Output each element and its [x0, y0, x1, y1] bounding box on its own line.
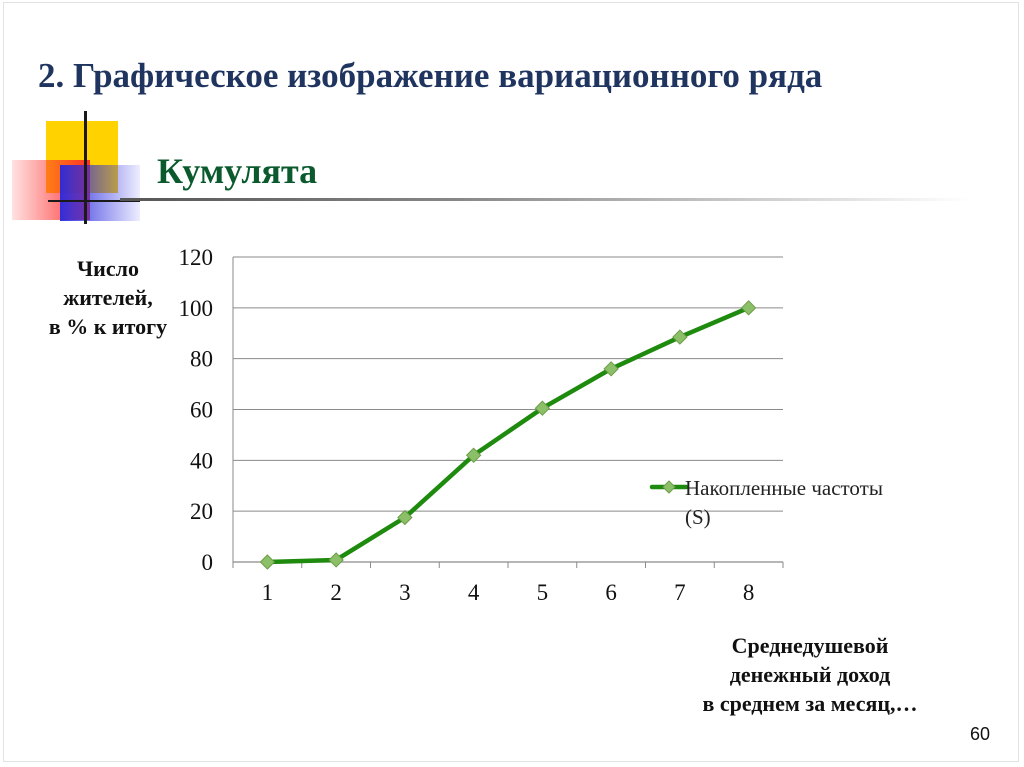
legend-marker: [662, 480, 676, 494]
y-axis-label-line: Число: [77, 256, 139, 281]
x-axis-label-line: денежный доход: [729, 662, 891, 687]
y-axis-label: Число жителей, в % к итогу: [28, 254, 188, 341]
y-axis-label-line: жителей,: [63, 285, 153, 310]
x-tick-label: 4: [468, 580, 480, 605]
legend-label: Накопленные частоты: [685, 476, 883, 500]
data-point-marker: [603, 361, 619, 377]
x-tick-label: 8: [743, 580, 755, 605]
data-point-marker: [259, 554, 276, 570]
data-point-marker: [328, 552, 344, 568]
decor-blue-square: [60, 165, 140, 221]
data-point-marker: [740, 300, 757, 316]
x-tick-label: 3: [399, 580, 411, 605]
x-tick-label: 7: [674, 580, 686, 605]
slide-title: 2. Графическое изображение вариационного…: [38, 56, 823, 95]
y-tick-label: 40: [190, 448, 213, 473]
slide-frame: [3, 2, 1019, 762]
decor-horizontal-line: [48, 200, 140, 202]
y-axis-label-line: в % к итогу: [48, 314, 168, 339]
data-point-marker: [672, 329, 688, 345]
y-tick-label: 120: [179, 245, 214, 270]
y-tick-label: 60: [190, 398, 213, 423]
y-tick-label: 80: [190, 347, 213, 372]
x-axis-label-line: Среднедушевой: [731, 633, 889, 658]
y-tick-label: 100: [179, 296, 214, 321]
data-point-marker: [465, 447, 482, 463]
subtitle-underline: [120, 198, 970, 201]
series-line: [265, 305, 751, 565]
x-axis-label-line: в среднем за месяц,…: [702, 691, 918, 716]
x-tick-label: 5: [537, 580, 549, 605]
x-tick-label: 1: [262, 580, 274, 605]
data-point-marker: [397, 509, 413, 526]
y-tick-label: 20: [190, 499, 213, 524]
decor-vertical-line: [84, 111, 87, 224]
x-tick-label: 2: [330, 580, 342, 605]
data-point-marker: [534, 400, 551, 416]
x-tick-label: 6: [605, 580, 617, 605]
y-tick-label: 0: [202, 550, 214, 575]
page-number: 60: [970, 724, 991, 744]
slide-subtitle: Кумулята: [157, 151, 318, 191]
legend-label: (S): [685, 505, 711, 529]
x-axis-label: Среднедушевой денежный доход в среднем з…: [660, 631, 960, 718]
